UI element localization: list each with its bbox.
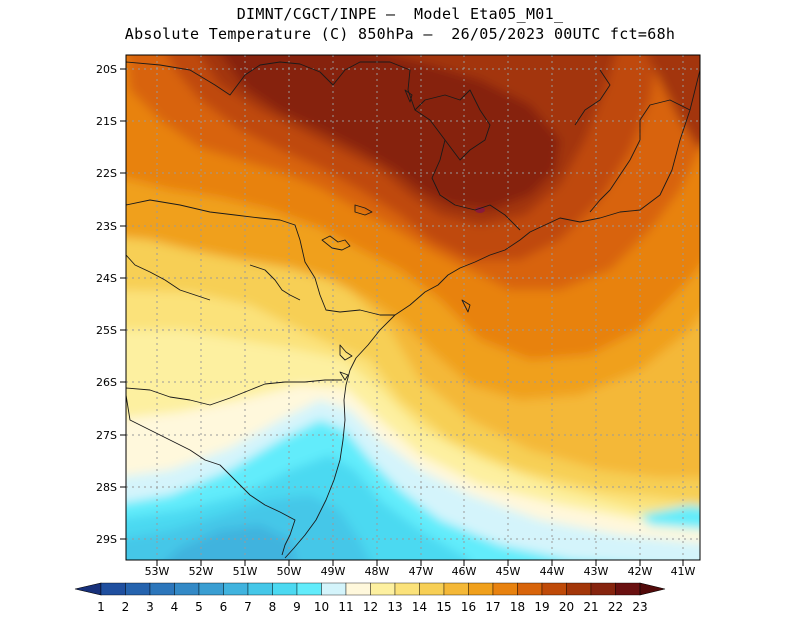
lon-tick-label: 47W	[409, 565, 434, 578]
colorbar-swatch	[321, 582, 347, 596]
colorbar-label: 18	[510, 600, 525, 614]
longitude-axis: 53W 52W 51W 50W 49W 48W 47W 46W 45W 44W 43W 42W 41W	[145, 560, 696, 578]
field-10-east	[640, 505, 700, 529]
colorbar-label: 17	[485, 600, 500, 614]
colorbar-swatch	[541, 582, 567, 596]
lat-tick-label: 21S	[96, 115, 117, 128]
graticule	[126, 55, 700, 560]
lon-tick-label: 51W	[233, 565, 258, 578]
colorbar-label: 16	[461, 600, 476, 614]
lon-tick-label: 43W	[584, 565, 609, 578]
lat-tick-label: 22S	[96, 167, 117, 180]
lat-tick-label: 20S	[96, 63, 117, 76]
lat-tick-label: 26S	[96, 376, 117, 389]
colorbar-label: 10	[314, 600, 329, 614]
colorbar-swatch	[590, 582, 616, 596]
colorbar-swatch	[443, 582, 469, 596]
colorbar-label: 4	[171, 600, 179, 614]
lat-tick-label: 24S	[96, 272, 117, 285]
colorbar-swatch	[370, 582, 396, 596]
colorbar-label: 1	[97, 600, 105, 614]
lat-tick-label: 25S	[96, 324, 117, 337]
field-21-east	[647, 55, 700, 150]
colorbar-label: 11	[338, 600, 353, 614]
lat-tick-label: 28S	[96, 481, 117, 494]
colorbar-label: 7	[244, 600, 252, 614]
colorbar-swatch	[615, 582, 641, 596]
map-title-line2: Absolute Temperature (C) 850hPa – 26/05/…	[124, 25, 676, 43]
colorbar-swatch	[517, 582, 543, 596]
coastlines-borders	[126, 61, 700, 559]
colorbar-swatch	[419, 582, 445, 596]
lon-tick-label: 41W	[671, 565, 696, 578]
colorbar-label: 2	[122, 600, 130, 614]
colorbar-high-arrow	[639, 582, 666, 596]
colorbar-label: 13	[387, 600, 402, 614]
colorbar-label: 8	[269, 600, 277, 614]
lon-tick-label: 49W	[321, 565, 346, 578]
colorbar-label: 22	[608, 600, 623, 614]
colorbar-label: 5	[195, 600, 203, 614]
colorbar-label: 21	[583, 600, 598, 614]
lon-tick-label: 53W	[145, 565, 170, 578]
field-max-spot	[475, 207, 485, 213]
latitude-axis: 20S 21S 22S 23S 24S 25S 26S 27S 28S 29S	[96, 63, 126, 546]
colorbar-label: 15	[436, 600, 451, 614]
colorbar-label: 3	[146, 600, 154, 614]
colorbar-swatch	[345, 582, 371, 596]
colorbar-low-arrow	[74, 582, 102, 596]
colorbar-swatch	[272, 582, 298, 596]
colorbar-label: 23	[632, 600, 647, 614]
colorbar-label: 20	[559, 600, 574, 614]
lon-tick-label: 46W	[452, 565, 477, 578]
colorbar-label: 9	[293, 600, 301, 614]
lat-tick-label: 23S	[96, 220, 117, 233]
colorbar-swatch	[296, 582, 322, 596]
colorbar-swatch	[566, 582, 592, 596]
lon-tick-label: 50W	[277, 565, 302, 578]
colorbar-swatch	[174, 582, 200, 596]
colorbar-swatch	[149, 582, 175, 596]
colorbar-swatch	[125, 582, 151, 596]
temperature-field	[126, 55, 700, 560]
lon-tick-label: 52W	[189, 565, 214, 578]
colorbar-swatch	[492, 582, 518, 596]
colorbar-swatch	[394, 582, 420, 596]
lon-tick-label: 48W	[365, 565, 390, 578]
colorbar-swatch	[247, 582, 273, 596]
map-title-line1: DIMNT/CGCT/INPE – Model Eta05_M01_	[236, 5, 564, 23]
colorbar-swatch	[100, 582, 126, 596]
colorbar-label: 19	[534, 600, 549, 614]
colorbar-label: 14	[412, 600, 427, 614]
colorbar-swatch	[223, 582, 249, 596]
field-22	[221, 55, 560, 210]
lat-tick-label: 27S	[96, 429, 117, 442]
lat-tick-label: 29S	[96, 533, 117, 546]
colorbar-swatch	[198, 582, 224, 596]
map-frame	[125, 54, 701, 561]
colorbar-label: 12	[363, 600, 378, 614]
field-7	[166, 525, 295, 560]
lon-tick-label: 42W	[628, 565, 653, 578]
lon-tick-label: 45W	[496, 565, 521, 578]
colorbar-swatch	[468, 582, 494, 596]
colorbar: 1 2 3 4 5 6 7 8 9 10 11 12 13 14 15 16 17 18 19 20 21 22 23	[74, 582, 666, 614]
colorbar-label: 6	[220, 600, 228, 614]
lon-tick-label: 44W	[540, 565, 565, 578]
